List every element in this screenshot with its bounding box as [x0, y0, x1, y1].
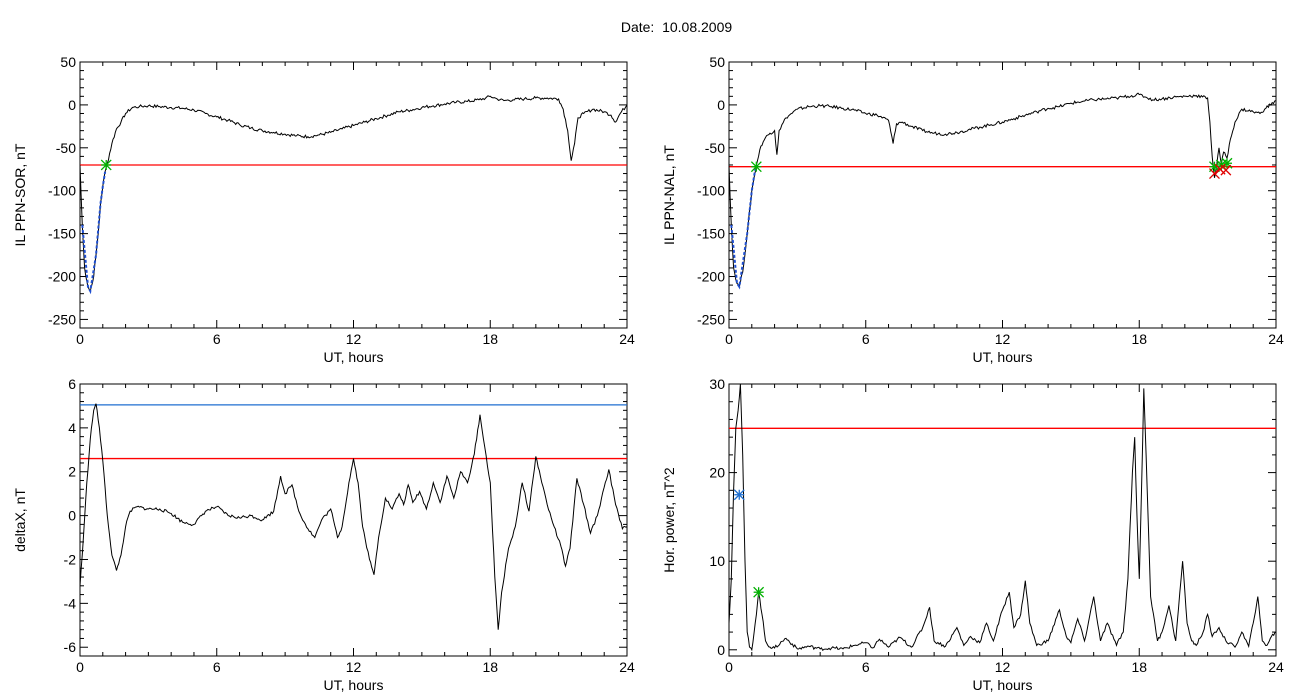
y-tick-label: 6	[68, 376, 76, 392]
chart-power: 0 6 12 18 24 0 10 20 30 UT, hours Hor. power, nT^2	[661, 376, 1284, 693]
x-axis-label: UT, hours	[973, 349, 1033, 365]
chart-nal: 0 6 12 18 24 50 0 -50 -100 -150 -200 -250 UT, hours I…	[661, 54, 1284, 365]
y-tick-label: 0	[68, 97, 76, 113]
date-title: Date: 10.08.2009	[0, 19, 1300, 35]
y-axis-label: IL PPN-NAL, nT	[661, 145, 677, 245]
y-tick-label: -100	[48, 183, 76, 199]
plot-frame	[79, 383, 628, 657]
red-cross-marker	[1209, 168, 1220, 180]
x-tick-label: 18	[482, 331, 498, 347]
x-tick-label: 12	[995, 331, 1011, 347]
y-tick-label: 20	[709, 465, 725, 481]
x-axis-label: UT, hours	[324, 677, 384, 693]
x-tick-label: 18	[482, 659, 498, 675]
series-line	[729, 92, 1276, 289]
x-tick-label: 0	[725, 659, 733, 675]
y-tick-label: -2	[64, 551, 77, 567]
y-axis-label: IL PPN-SOR, nT	[12, 143, 28, 246]
y-tick-label: -50	[705, 140, 725, 156]
blue-star-marker	[733, 489, 745, 501]
x-tick-label: 18	[1131, 331, 1147, 347]
x-tick-label: 12	[995, 659, 1011, 675]
y-tick-label: -150	[697, 226, 725, 242]
plot-area	[80, 95, 627, 295]
plot-frame	[728, 383, 1277, 657]
y-tick-label: 0	[68, 508, 76, 524]
x-axis-label: UT, hours	[324, 349, 384, 365]
y-tick-label: 50	[709, 54, 725, 70]
plot-area	[729, 384, 1276, 652]
y-tick-label: -4	[64, 595, 77, 611]
x-axis-label: UT, hours	[973, 677, 1033, 693]
x-tick-label: 24	[619, 659, 635, 675]
series-line	[80, 403, 627, 630]
x-tick-label: 6	[213, 659, 221, 675]
series-line	[729, 384, 1276, 652]
plot-area	[80, 403, 627, 630]
y-tick-label: 10	[709, 553, 725, 569]
y-axis-label: Hor. power, nT^2	[661, 467, 677, 573]
y-tick-label: -250	[697, 311, 725, 327]
y-axis-label: deltaX, nT	[12, 488, 28, 552]
green-star-marker	[100, 159, 112, 171]
y-tick-label: -50	[56, 140, 76, 156]
green-star-marker	[753, 586, 765, 598]
x-tick-label: 12	[346, 659, 362, 675]
y-tick-label: 0	[717, 642, 725, 658]
x-tick-label: 6	[862, 331, 870, 347]
x-tick-label: 18	[1131, 659, 1147, 675]
x-tick-label: 0	[76, 659, 84, 675]
x-tick-label: 24	[619, 331, 635, 347]
y-tick-label: -250	[48, 311, 76, 327]
y-tick-label: 2	[68, 464, 76, 480]
y-tick-label: 4	[68, 420, 76, 436]
chart-sor: 0 6 12 18 24 50 0 -50 -100 -150 -200 -250 UT, hours I…	[12, 54, 635, 365]
x-tick-label: 0	[725, 331, 733, 347]
date-label: Date:	[620, 19, 655, 35]
y-tick-label: -200	[697, 269, 725, 285]
y-tick-label: -150	[48, 226, 76, 242]
x-tick-label: 12	[346, 331, 362, 347]
red-cross-marker	[1220, 164, 1232, 176]
y-tick-label: -100	[697, 183, 725, 199]
chart-deltax: 0 6 12 18 24 6 4 2 0 -2 -4 -6 UT, hours deltaX, nT	[12, 376, 635, 693]
plot-area	[729, 92, 1276, 290]
date-value: 10.08.2009	[662, 19, 733, 35]
plot-frame	[79, 61, 628, 329]
plot-frame	[728, 61, 1277, 329]
y-tick-label: -6	[64, 639, 77, 655]
series-line	[80, 95, 627, 293]
x-tick-label: 24	[1268, 331, 1284, 347]
x-tick-label: 6	[213, 331, 221, 347]
y-tick-label: 0	[717, 97, 725, 113]
y-tick-label: -200	[48, 269, 76, 285]
x-tick-label: 24	[1268, 659, 1284, 675]
x-tick-label: 6	[862, 659, 870, 675]
y-tick-label: 50	[60, 54, 76, 70]
green-star-marker	[750, 161, 762, 173]
x-tick-label: 0	[76, 331, 84, 347]
fit-line	[81, 171, 107, 295]
y-tick-label: 30	[709, 376, 725, 392]
